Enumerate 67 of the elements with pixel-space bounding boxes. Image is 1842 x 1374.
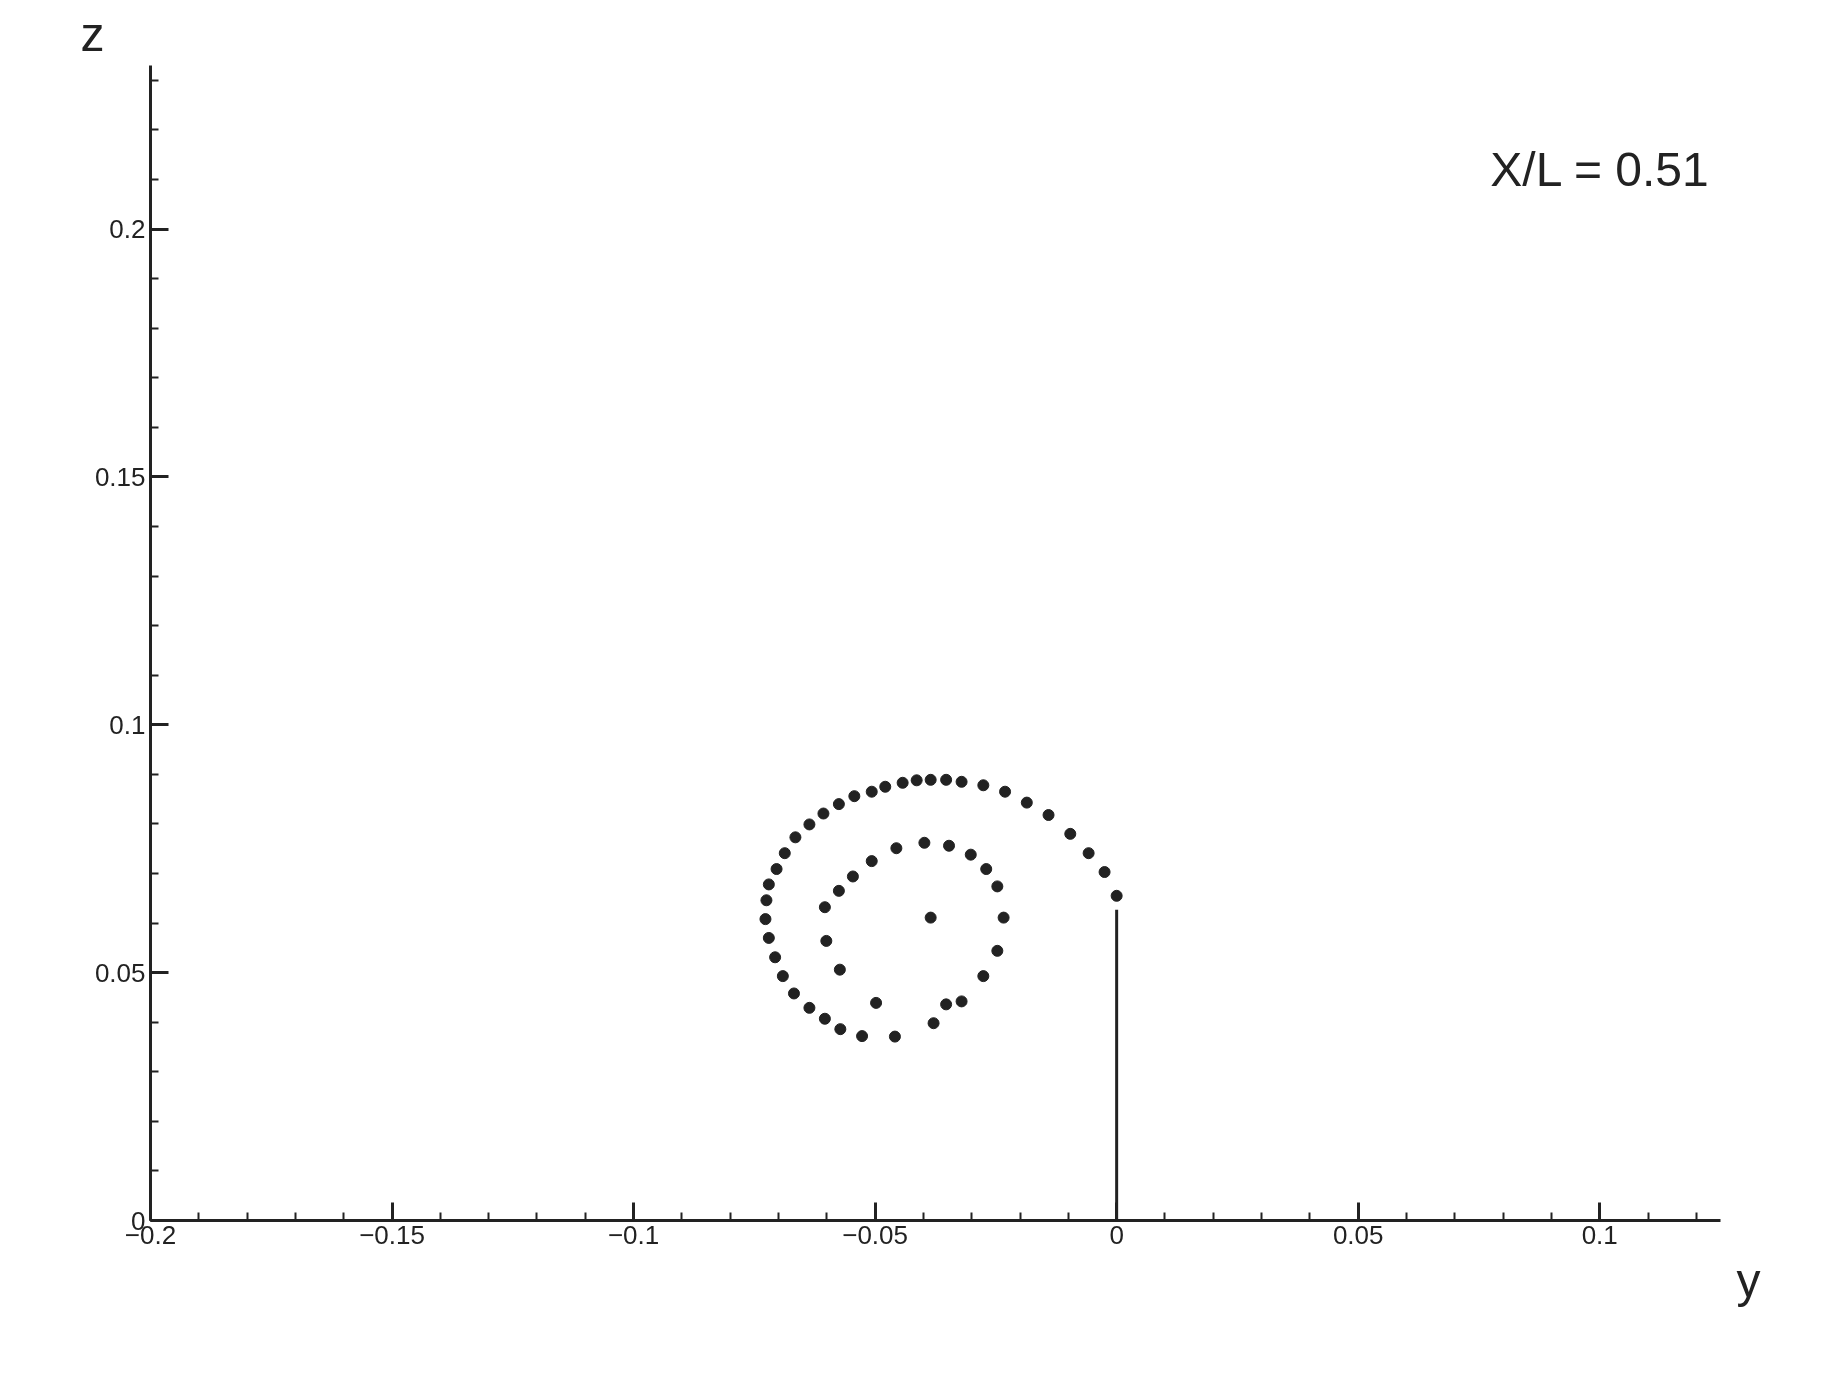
point: [955, 775, 968, 788]
x-tick-label: 0.05: [1332, 1219, 1384, 1250]
point: [760, 894, 773, 907]
point: [999, 785, 1012, 798]
point: [803, 1001, 816, 1014]
point: [769, 951, 782, 964]
y-tick-label: 0.2: [109, 214, 146, 245]
y-axis-title: z: [80, 7, 105, 61]
point: [924, 773, 937, 786]
point: [955, 995, 968, 1008]
point: [820, 934, 833, 947]
point: [918, 836, 931, 849]
point: [759, 913, 772, 926]
point: [977, 970, 990, 983]
point: [833, 963, 846, 976]
x-tick-label: −0.1: [607, 1219, 660, 1250]
x-tick-label: 0: [1109, 1219, 1124, 1250]
point: [762, 878, 775, 891]
point: [927, 1017, 940, 1030]
x-tick-label: −0.05: [842, 1219, 909, 1250]
point: [910, 774, 923, 787]
point: [1110, 889, 1123, 902]
point: [890, 842, 903, 855]
point: [896, 776, 909, 789]
point: [803, 818, 816, 831]
point: [776, 970, 789, 983]
point: [879, 780, 892, 793]
point: [865, 855, 878, 868]
y-tick-label: 0.1: [109, 709, 146, 740]
point: [818, 1012, 831, 1025]
point: [977, 779, 990, 792]
point: [888, 1030, 901, 1043]
point: [832, 798, 845, 811]
point: [1064, 827, 1077, 840]
point: [846, 870, 859, 883]
annotation: X/L = 0.51: [1490, 142, 1709, 196]
point: [924, 911, 937, 924]
point: [943, 839, 956, 852]
point: [980, 863, 993, 876]
point: [870, 996, 883, 1009]
point: [762, 931, 775, 944]
point: [1082, 847, 1095, 860]
point: [940, 773, 953, 786]
x-axis-title: y: [1736, 1253, 1761, 1307]
point: [1098, 866, 1111, 879]
point: [817, 807, 830, 820]
point: [997, 911, 1010, 924]
point: [991, 944, 1004, 957]
y-tick-label: 0.05: [94, 957, 146, 988]
point: [1020, 796, 1033, 809]
point: [1042, 809, 1055, 821]
point: [789, 831, 802, 844]
point: [787, 987, 800, 1000]
point: [818, 901, 831, 914]
point: [991, 880, 1004, 893]
point: [940, 998, 953, 1011]
point: [856, 1030, 869, 1043]
point: [778, 847, 791, 860]
point: [770, 863, 783, 876]
y-tick-label: 0.15: [94, 461, 146, 492]
point: [865, 785, 878, 798]
point: [964, 848, 977, 861]
point: [832, 884, 845, 897]
point: [834, 1023, 847, 1036]
point: [848, 790, 861, 803]
x-tick-label: 0.1: [1581, 1219, 1618, 1250]
x-tick-label: −0.15: [359, 1219, 425, 1250]
